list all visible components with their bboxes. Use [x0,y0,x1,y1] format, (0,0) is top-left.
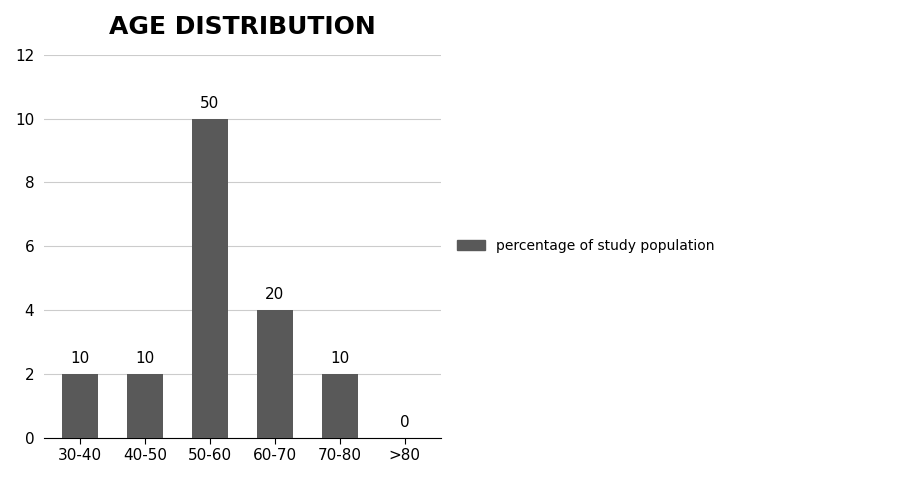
Text: 50: 50 [200,96,220,110]
Title: AGE DISTRIBUTION: AGE DISTRIBUTION [109,15,375,39]
Bar [127,374,163,437]
Bar [62,374,98,437]
Bar [256,310,292,437]
Text: 10: 10 [330,351,349,366]
Text: 20: 20 [266,287,284,302]
Bar [192,119,228,437]
Legend: percentage of study population: percentage of study population [452,234,720,259]
Text: 10: 10 [70,351,89,366]
Text: 10: 10 [135,351,155,366]
Bar [322,374,357,437]
Text: 0: 0 [400,414,410,430]
